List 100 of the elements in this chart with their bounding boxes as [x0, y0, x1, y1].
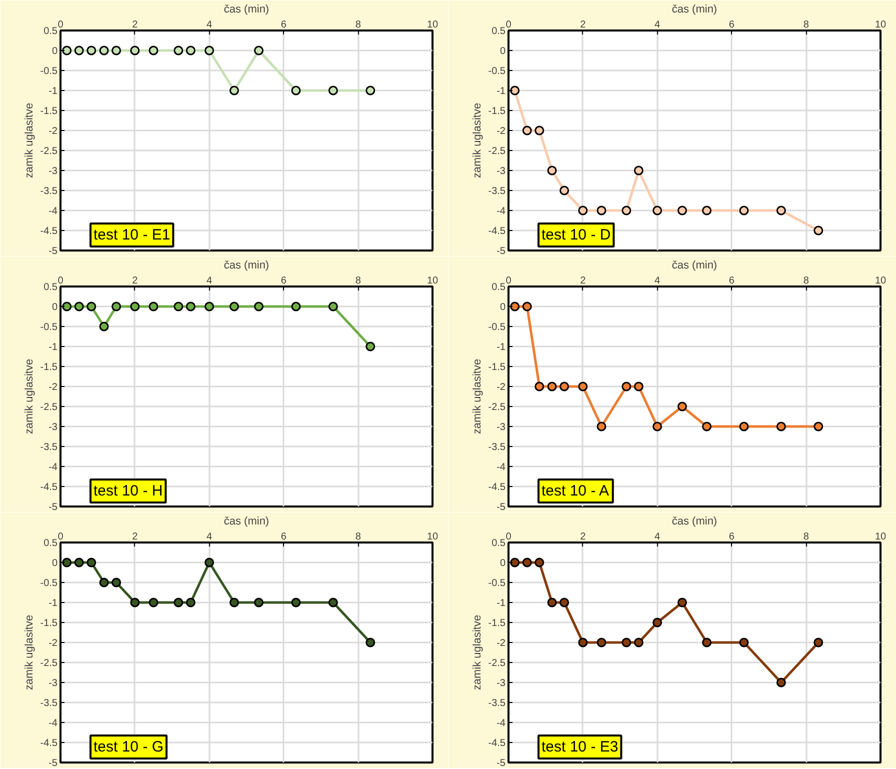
y-tick-label: -2.5: [488, 658, 506, 669]
y-tick-label: 0.5: [44, 538, 58, 549]
x-tick-label: 6: [728, 276, 735, 286]
y-tick-label: -5: [496, 758, 506, 769]
y-tick-label: 0.5: [492, 282, 506, 293]
y-tick-label: -0.5: [488, 322, 506, 333]
x-tick-label: 10: [874, 20, 886, 30]
y-tick-label: -5: [48, 758, 58, 769]
x-tick-label: 8: [803, 532, 810, 542]
x-axis-title: čas (min): [224, 4, 270, 16]
annotation: test 10 - G: [94, 738, 164, 756]
y-tick-label: -1: [496, 86, 506, 97]
y-tick-label: -1.5: [40, 106, 58, 117]
y-tick-label: -3: [48, 678, 58, 689]
y-tick-label: -1: [496, 598, 506, 609]
x-axis-title: čas (min): [224, 260, 270, 272]
y-tick-label: 0.5: [492, 26, 506, 37]
annotation: test 10 - D: [542, 226, 611, 244]
y-tick-label: 0.5: [492, 538, 506, 549]
y-tick-label: -4.5: [488, 738, 506, 749]
y-tick-label: -1.5: [488, 618, 506, 629]
y-tick-label: -4.5: [40, 226, 58, 237]
x-tick-label: 8: [355, 276, 362, 286]
y-tick-label: -1: [48, 598, 58, 609]
annotation: test 10 - A: [542, 482, 610, 500]
y-axis-title: zamik uglasitve: [23, 102, 36, 178]
annotation: test 10 - H: [94, 482, 163, 500]
y-tick-label: -2: [496, 126, 506, 137]
x-tick-label: 6: [280, 276, 287, 286]
y-tick-label: -5: [48, 246, 58, 257]
y-tick-label: -5: [48, 502, 58, 513]
y-tick-label: -1: [48, 86, 58, 97]
y-tick-label: -3: [496, 678, 506, 689]
y-tick-label: -1.5: [488, 106, 506, 117]
y-tick-label: -3: [496, 166, 506, 177]
y-tick-label: -4: [48, 206, 58, 217]
y-tick-label: -2: [48, 126, 58, 137]
y-axis-title: zamik uglasitve: [471, 102, 484, 178]
x-tick-label: 10: [874, 276, 886, 286]
y-axis-title: zamik uglasitve: [23, 614, 36, 690]
y-tick-label: -5: [496, 246, 506, 257]
x-axis-title: čas (min): [224, 516, 270, 528]
y-tick-label: -3.5: [40, 442, 58, 453]
y-tick-label: -3: [48, 166, 58, 177]
x-tick-label: 2: [132, 20, 138, 30]
x-tick-label: 10: [874, 532, 886, 542]
y-tick-label: -3.5: [488, 442, 506, 453]
y-axis-title: zamik uglasitve: [471, 614, 484, 690]
x-tick-label: 6: [280, 532, 287, 542]
y-tick-label: -2.5: [40, 402, 58, 413]
y-tick-label: 0: [52, 46, 58, 57]
x-tick-label: 6: [280, 20, 287, 30]
y-tick-label: -4: [48, 462, 58, 473]
y-tick-label: -0.5: [40, 66, 58, 77]
y-tick-label: -4.5: [40, 482, 58, 493]
y-tick-label: -2: [496, 382, 506, 393]
y-tick-label: -0.5: [40, 322, 58, 333]
y-tick-label: -2.5: [488, 402, 506, 413]
y-tick-label: -4: [496, 462, 506, 473]
y-tick-label: -4.5: [488, 482, 506, 493]
y-tick-label: 0: [52, 302, 58, 313]
x-tick-label: 2: [580, 20, 586, 30]
y-tick-label: -2.5: [40, 146, 58, 157]
x-tick-label: 4: [206, 276, 213, 286]
y-tick-label: -3.5: [488, 186, 506, 197]
x-tick-label: 8: [803, 276, 810, 286]
y-tick-label: 0: [500, 302, 506, 313]
y-tick-label: -3.5: [40, 186, 58, 197]
y-tick-label: -4: [496, 718, 506, 729]
y-tick-label: -4.5: [488, 226, 506, 237]
y-tick-label: -4.5: [40, 738, 58, 749]
x-tick-label: 2: [580, 532, 586, 542]
x-tick-label: 4: [654, 20, 661, 30]
x-tick-label: 4: [206, 532, 213, 542]
x-tick-label: 6: [728, 20, 735, 30]
y-tick-label: -0.5: [488, 66, 506, 77]
x-tick-label: 10: [426, 276, 438, 286]
y-tick-label: -1: [496, 342, 506, 353]
y-tick-label: -2.5: [488, 146, 506, 157]
y-tick-label: -1: [48, 342, 58, 353]
y-tick-label: -1.5: [40, 618, 58, 629]
x-tick-label: 10: [426, 20, 438, 30]
y-tick-label: -2.5: [40, 658, 58, 669]
y-axis-title: zamik uglasitve: [471, 358, 484, 434]
y-tick-label: -0.5: [488, 578, 506, 589]
y-tick-label: -2: [48, 382, 58, 393]
annotation: test 10 - E3: [542, 738, 618, 756]
y-tick-label: 0: [500, 558, 506, 569]
x-axis-title: čas (min): [672, 260, 718, 272]
y-tick-label: -2: [496, 638, 506, 649]
x-axis-title: čas (min): [672, 4, 718, 16]
y-tick-label: -3.5: [488, 698, 506, 709]
y-tick-label: 0.5: [44, 26, 58, 37]
x-tick-label: 8: [355, 532, 362, 542]
y-tick-label: -5: [496, 502, 506, 513]
x-tick-label: 10: [426, 532, 438, 542]
x-tick-label: 4: [654, 276, 661, 286]
x-tick-label: 8: [355, 20, 362, 30]
x-tick-label: 4: [206, 20, 213, 30]
y-tick-label: -4: [496, 206, 506, 217]
